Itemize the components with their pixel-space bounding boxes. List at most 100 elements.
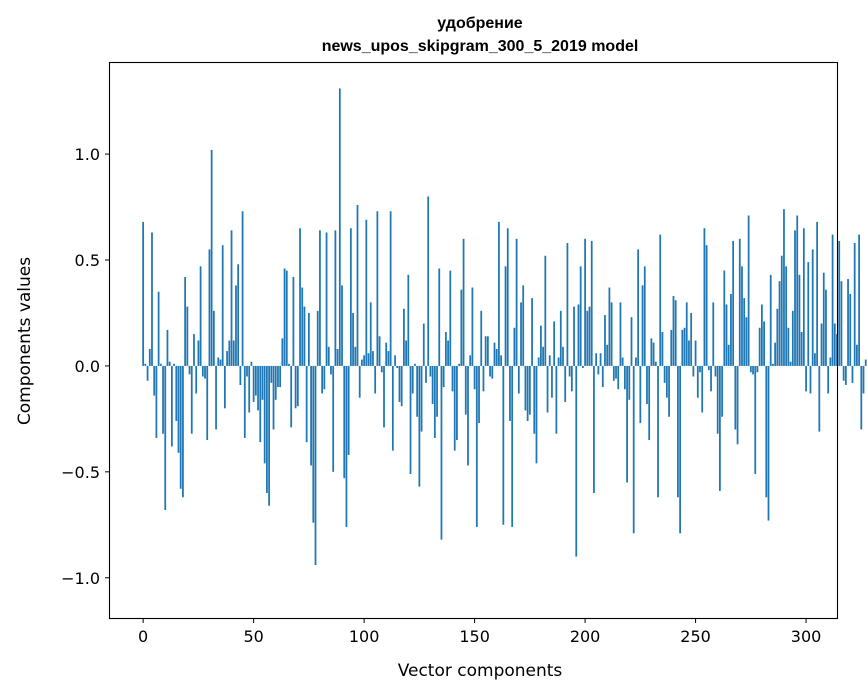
bar [391, 365, 394, 451]
bar [517, 365, 520, 394]
bar [769, 274, 772, 366]
bar [509, 365, 511, 421]
bar [266, 365, 268, 494]
bar [193, 334, 195, 366]
bar [796, 215, 799, 366]
bar [612, 365, 615, 381]
bar [829, 357, 832, 366]
bar [489, 365, 491, 377]
bar [752, 365, 754, 375]
bar [524, 365, 527, 411]
bar [261, 365, 264, 400]
bar [679, 365, 681, 534]
bar [661, 332, 664, 366]
bar [533, 365, 536, 434]
bar [307, 312, 310, 366]
bar [418, 365, 421, 487]
bar [604, 315, 606, 366]
bar [232, 340, 235, 366]
bar [564, 365, 567, 402]
x-axis-ticks: 0 50 100 150 200 250 300 [138, 618, 821, 646]
y-axis-ticks: −1.0 −0.5 0.0 0.5 1.0 [61, 145, 110, 588]
bar [721, 365, 723, 417]
bar [314, 365, 317, 566]
bar [663, 365, 666, 383]
bar [215, 365, 217, 430]
bar [201, 365, 204, 377]
bar [403, 308, 405, 366]
bar [577, 304, 580, 366]
bar [723, 270, 726, 366]
bar [844, 365, 847, 385]
bar [281, 338, 284, 366]
bar [559, 310, 562, 366]
bar [741, 266, 743, 366]
bar [575, 365, 578, 557]
bar [584, 238, 586, 366]
bar [593, 365, 595, 494]
bar [327, 346, 330, 366]
bar [511, 365, 514, 527]
bar [349, 228, 352, 366]
bar [372, 351, 374, 366]
y-tick-label: −1.0 [61, 569, 100, 588]
bar [442, 365, 445, 388]
bar [447, 340, 449, 366]
bar [772, 363, 774, 366]
bar [173, 363, 175, 366]
bar [860, 365, 863, 430]
bar [416, 365, 419, 417]
bar [385, 342, 388, 366]
bar [376, 211, 379, 366]
bar [727, 344, 730, 366]
x-tick-label: 300 [791, 627, 822, 646]
bar [555, 365, 558, 434]
bar [763, 321, 765, 366]
bar [197, 340, 200, 366]
bar [672, 296, 675, 366]
bar [701, 365, 704, 413]
y-axis-label: Components values [15, 257, 35, 425]
bar [184, 276, 187, 366]
bar [420, 365, 423, 432]
bar [670, 329, 673, 366]
bar [683, 327, 686, 366]
bar [400, 365, 403, 407]
bar [754, 365, 757, 474]
bar [677, 365, 679, 498]
bar [590, 240, 593, 366]
bar [542, 346, 544, 366]
bar [690, 312, 693, 366]
bar [475, 365, 478, 527]
bar [301, 287, 304, 366]
bar [199, 266, 202, 366]
bar [641, 285, 644, 366]
bar [179, 365, 182, 489]
bar [785, 266, 788, 366]
bar [738, 238, 741, 366]
bar [153, 365, 156, 396]
bar [380, 365, 383, 373]
bar [758, 327, 761, 366]
bar [747, 215, 750, 366]
bar [182, 365, 184, 498]
bar [789, 361, 792, 366]
bar [438, 268, 441, 366]
bar [712, 302, 715, 366]
bar [544, 255, 547, 366]
bar [749, 365, 752, 373]
bar [431, 365, 434, 405]
bar [168, 361, 171, 366]
bar [652, 342, 655, 366]
x-tick-label: 50 [243, 627, 263, 646]
bar [451, 365, 454, 392]
bar [341, 285, 343, 366]
bar [268, 365, 270, 506]
bar [831, 234, 834, 366]
bar [626, 365, 628, 483]
bar [378, 336, 381, 366]
bar [864, 359, 867, 366]
bar [440, 365, 443, 540]
bar [838, 240, 841, 366]
bar [195, 365, 198, 394]
